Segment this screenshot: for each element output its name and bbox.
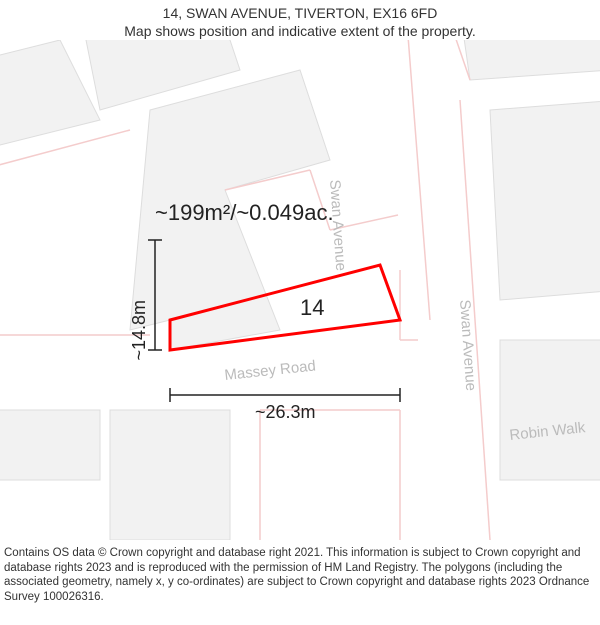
header: 14, SWAN AVENUE, TIVERTON, EX16 6FD Map …: [0, 0, 600, 40]
building: [110, 410, 230, 540]
footer: Contains OS data © Crown copyright and d…: [0, 540, 600, 604]
header-subtitle: Map shows position and indicative extent…: [0, 22, 600, 40]
footer-text: Contains OS data © Crown copyright and d…: [4, 547, 589, 602]
building: [490, 100, 600, 300]
building: [0, 410, 100, 480]
map-svg: Swan Avenue Swan Avenue Massey Road Robi…: [0, 40, 600, 540]
plot-number: 14: [300, 295, 324, 320]
area-label: ~199m²/~0.049ac.: [155, 200, 334, 225]
height-label: ~14.8m: [129, 300, 149, 361]
map-area: Swan Avenue Swan Avenue Massey Road Robi…: [0, 40, 600, 540]
building: [500, 340, 600, 480]
header-title: 14, SWAN AVENUE, TIVERTON, EX16 6FD: [0, 4, 600, 22]
width-label: ~26.3m: [255, 402, 316, 422]
